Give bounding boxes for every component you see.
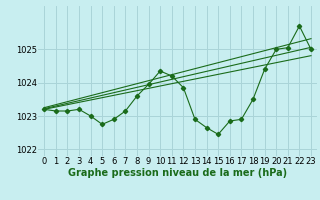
X-axis label: Graphe pression niveau de la mer (hPa): Graphe pression niveau de la mer (hPa) <box>68 168 287 178</box>
